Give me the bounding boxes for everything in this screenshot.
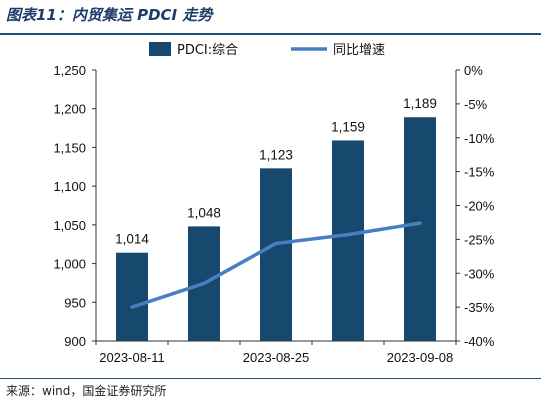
data-label-2023-09-08: 1,189 xyxy=(403,96,437,111)
y-right-tick-label: -15% xyxy=(464,165,495,180)
legend-label-bar: PDCI:综合 xyxy=(177,43,238,58)
x-tick-label: 2023-08-11 xyxy=(99,350,165,365)
y-left-tick-label: 1,250 xyxy=(53,63,86,78)
y-right-tick-label: -40% xyxy=(464,334,495,349)
title-rule xyxy=(0,33,541,35)
source-note: 来源：wind，国金证券研究所 xyxy=(6,384,167,398)
legend: PDCI:综合 同比增速 xyxy=(149,42,385,58)
y-right-tick-label: -5% xyxy=(464,97,488,112)
legend-swatch-bar xyxy=(149,42,171,56)
pdci-chart: PDCI:综合 同比增速 1,014 1,048 1,123 1,159 1,189 9… xyxy=(53,42,495,365)
data-label-2023-08-11: 1,014 xyxy=(115,232,149,247)
bar-2023-08-11 xyxy=(116,252,148,341)
footer-rule xyxy=(0,378,541,379)
axes-layer: 900 950 1,000 1,050 1,100 1,150 1,200 1,250 -40%… xyxy=(53,63,494,365)
y-right-tick-label: -10% xyxy=(464,131,495,146)
data-label-2023-09-01: 1,159 xyxy=(331,119,365,134)
bars-layer: 1,014 1,048 1,123 1,159 1,189 xyxy=(115,96,437,341)
y-right-tick-label: -25% xyxy=(464,232,495,247)
line-layer xyxy=(130,221,422,309)
y-left-tick-label: 950 xyxy=(64,295,86,310)
figure-title: 图表11：内贸集运 PDCI 走势 xyxy=(6,6,213,24)
y-right-tick-label: -30% xyxy=(464,266,495,281)
y-right-tick-label: -35% xyxy=(464,300,495,315)
bar-2023-09-08 xyxy=(404,117,436,341)
x-tick-label: 2023-09-08 xyxy=(387,350,454,365)
data-label-2023-08-25: 1,123 xyxy=(259,147,293,162)
y-right-tick-label: -20% xyxy=(464,199,495,214)
bar-2023-09-01 xyxy=(332,140,364,341)
data-label-2023-08-18: 1,048 xyxy=(187,205,221,220)
y-left-tick-label: 1,150 xyxy=(53,140,86,155)
y-right-tick-label: 0% xyxy=(464,63,483,78)
y-left-tick-label: 1,050 xyxy=(53,218,86,233)
y-left-tick-label: 1,100 xyxy=(53,179,86,194)
x-tick-label: 2023-08-25 xyxy=(243,350,310,365)
bar-2023-08-25 xyxy=(260,168,292,341)
y-left-tick-label: 900 xyxy=(64,334,86,349)
y-left-tick-label: 1,000 xyxy=(53,257,86,272)
y-left-tick-label: 1,200 xyxy=(53,102,86,117)
legend-label-line: 同比增速 xyxy=(333,43,385,58)
